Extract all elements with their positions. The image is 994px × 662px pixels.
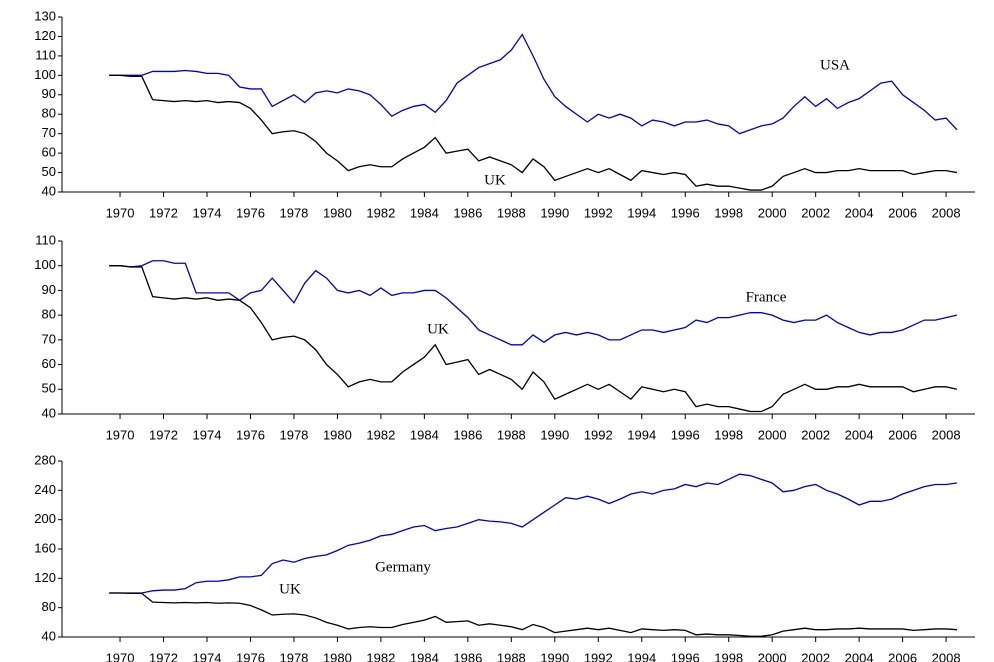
y-tick-label: 200 xyxy=(34,511,56,526)
x-tick-label: 1986 xyxy=(453,205,482,220)
y-tick-label: 80 xyxy=(42,106,56,121)
y-tick-label: 70 xyxy=(42,125,56,140)
x-tick-label: 1980 xyxy=(323,427,352,442)
y-tick-label: 100 xyxy=(34,67,56,82)
x-tick-label: 1998 xyxy=(714,427,743,442)
x-tick-label: 2004 xyxy=(845,427,874,442)
x-tick-label: 1978 xyxy=(279,205,308,220)
series-label: UK xyxy=(279,581,301,597)
x-tick-label: 2008 xyxy=(932,427,961,442)
series-line xyxy=(109,592,958,637)
x-tick-label: 1986 xyxy=(453,427,482,442)
y-tick-label: 60 xyxy=(42,145,56,160)
x-tick-label: 1976 xyxy=(236,427,265,442)
x-tick-label: 1990 xyxy=(540,650,569,662)
series-label: UK xyxy=(427,321,449,337)
series-line xyxy=(109,33,958,135)
x-tick-label: 1978 xyxy=(279,650,308,662)
x-tick-label: 1988 xyxy=(497,650,526,662)
x-tick-label: 2006 xyxy=(888,650,917,662)
series-label: France xyxy=(746,289,787,305)
y-tick-label: 110 xyxy=(35,47,56,62)
x-tick-label: 1992 xyxy=(584,650,613,662)
y-tick-label: 120 xyxy=(34,28,56,43)
x-tick-label: 1996 xyxy=(671,650,700,662)
x-tick-label: 1980 xyxy=(323,650,352,662)
y-tick-label: 80 xyxy=(42,307,56,322)
x-tick-label: 1994 xyxy=(627,427,656,442)
x-tick-label: 1972 xyxy=(149,650,178,662)
x-tick-label: 1992 xyxy=(584,205,613,220)
x-tick-label: 2002 xyxy=(801,650,830,662)
x-tick-label: 1984 xyxy=(410,205,439,220)
y-tick-label: 80 xyxy=(42,599,56,614)
x-tick-label: 1970 xyxy=(106,427,135,442)
series-line xyxy=(109,265,958,413)
y-tick-label: 40 xyxy=(42,405,56,420)
y-tick-label: 40 xyxy=(42,628,56,643)
y-tick-label: 40 xyxy=(42,183,56,198)
x-tick-label: 2000 xyxy=(758,650,787,662)
x-tick-label: 1992 xyxy=(584,427,613,442)
x-tick-label: 1982 xyxy=(366,427,395,442)
x-tick-label: 1976 xyxy=(236,205,265,220)
x-tick-label: 2004 xyxy=(845,205,874,220)
x-tick-label: 1970 xyxy=(106,650,135,662)
x-tick-label: 2006 xyxy=(888,427,917,442)
y-tick-label: 50 xyxy=(42,164,56,179)
x-tick-label: 2008 xyxy=(932,650,961,662)
x-tick-label: 1988 xyxy=(497,427,526,442)
x-tick-label: 2000 xyxy=(758,427,787,442)
x-tick-label: 1972 xyxy=(149,427,178,442)
y-tick-label: 160 xyxy=(34,540,56,555)
y-tick-label: 240 xyxy=(34,482,56,497)
series-line xyxy=(109,260,958,346)
x-tick-label: 2004 xyxy=(845,650,874,662)
x-tick-label: 1970 xyxy=(106,205,135,220)
x-tick-label: 2002 xyxy=(801,205,830,220)
x-tick-label: 1980 xyxy=(323,205,352,220)
y-tick-label: 90 xyxy=(42,86,56,101)
y-tick-label: 60 xyxy=(42,356,56,371)
x-tick-label: 1982 xyxy=(366,650,395,662)
x-tick-label: 1986 xyxy=(453,650,482,662)
x-tick-label: 1988 xyxy=(497,205,526,220)
series-line xyxy=(109,74,958,191)
y-tick-label: 90 xyxy=(42,282,56,297)
y-tick-label: 50 xyxy=(42,381,56,396)
x-tick-label: 2002 xyxy=(801,427,830,442)
x-tick-label: 1974 xyxy=(193,427,222,442)
series-label: UK xyxy=(484,172,506,188)
x-tick-label: 1998 xyxy=(714,205,743,220)
series-label: Germany xyxy=(375,559,431,575)
y-tick-label: 70 xyxy=(42,331,56,346)
y-tick-label: 280 xyxy=(34,452,56,467)
x-tick-label: 1976 xyxy=(236,650,265,662)
series-label: USA xyxy=(820,57,850,73)
x-tick-label: 1994 xyxy=(627,205,656,220)
x-tick-label: 1982 xyxy=(366,205,395,220)
x-tick-label: 1990 xyxy=(540,205,569,220)
y-tick-label: 100 xyxy=(34,257,56,272)
x-tick-label: 1998 xyxy=(714,650,743,662)
x-tick-label: 1990 xyxy=(540,427,569,442)
x-tick-label: 1984 xyxy=(410,650,439,662)
x-tick-label: 1972 xyxy=(149,205,178,220)
series-line xyxy=(109,473,958,594)
y-tick-label: 120 xyxy=(34,570,56,585)
y-tick-label: 110 xyxy=(35,232,56,247)
x-tick-label: 1974 xyxy=(193,650,222,662)
x-tick-label: 1974 xyxy=(193,205,222,220)
x-tick-label: 1984 xyxy=(410,427,439,442)
x-tick-label: 1996 xyxy=(671,427,700,442)
x-tick-label: 2000 xyxy=(758,205,787,220)
x-tick-label: 1996 xyxy=(671,205,700,220)
x-tick-label: 2008 xyxy=(932,205,961,220)
x-tick-label: 1978 xyxy=(279,427,308,442)
x-tick-label: 2006 xyxy=(888,205,917,220)
y-tick-label: 130 xyxy=(34,8,56,23)
x-tick-label: 1994 xyxy=(627,650,656,662)
